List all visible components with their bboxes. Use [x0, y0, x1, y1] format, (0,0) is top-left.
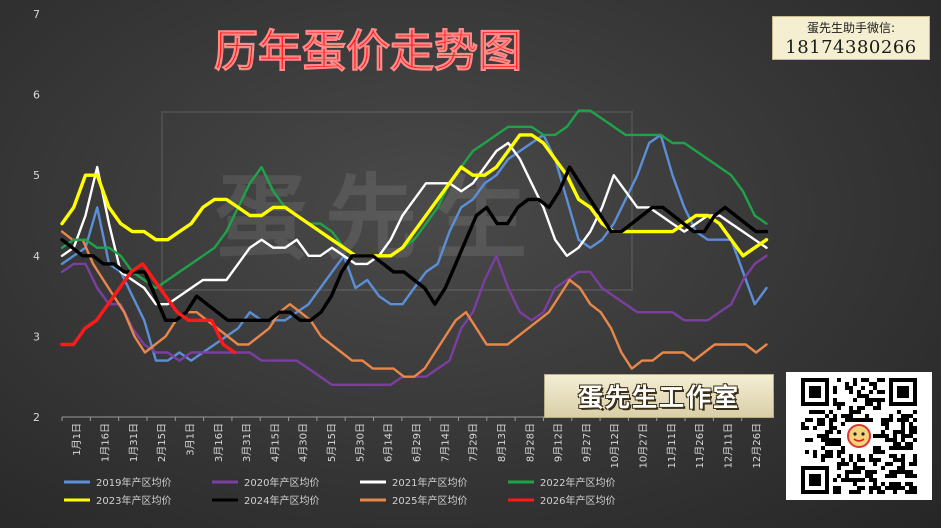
x-tick-label: 6月29日	[411, 423, 423, 462]
x-tick-label: 10月12日	[609, 423, 621, 468]
x-tick-label: 11月11日	[666, 423, 678, 468]
y-tick-label: 3	[33, 330, 40, 343]
legend-label: 2024年产区均价	[244, 494, 319, 507]
studio-name: 蛋先生工作室	[577, 383, 740, 412]
legend-label: 2025年产区均价	[392, 494, 467, 507]
x-tick-label: 7月14日	[439, 423, 451, 462]
legend-label: 2026年产区均价	[540, 494, 615, 507]
y-tick-label: 2	[33, 411, 40, 424]
x-tick-label: 5月30日	[354, 423, 366, 462]
legend-label: 2019年产区均价	[96, 476, 171, 489]
contact-box: 蛋先生助手微信: 18174380266	[772, 16, 930, 60]
series-line-2021年产区均价	[60, 141, 768, 306]
qr-code-icon	[786, 372, 932, 500]
contact-number: 18174380266	[785, 37, 917, 58]
series-line-2024年产区均价	[60, 165, 769, 322]
x-tick-label: 10月27日	[638, 423, 650, 468]
x-tick-label: 4月30日	[298, 423, 310, 462]
x-tick-label: 2月15日	[156, 423, 168, 462]
legend-label: 2021年产区均价	[392, 476, 467, 489]
y-tick-label: 5	[33, 169, 40, 182]
x-tick-label: 9月27日	[581, 423, 593, 462]
chart-title: 历年蛋价走势图	[214, 26, 522, 77]
x-tick-label: 3月1日	[184, 423, 196, 456]
legend-label: 2022年产区均价	[540, 476, 615, 489]
x-tick-label: 12月26日	[751, 423, 763, 468]
x-tick-label: 1月1日	[71, 423, 83, 456]
x-tick-label: 6月14日	[383, 423, 395, 462]
x-tick-label: 1月16日	[99, 423, 111, 462]
contact-label: 蛋先生助手微信:	[806, 21, 896, 35]
x-tick-label: 4月15日	[269, 423, 281, 462]
watermark-logo: 蛋先生	[161, 111, 633, 291]
y-tick-label: 6	[33, 89, 40, 102]
x-tick-label: 5月15日	[326, 423, 338, 462]
series-line-2019年产区均价	[60, 133, 768, 362]
series-line-2023年产区均价	[60, 133, 769, 258]
legend-label: 2023年产区均价	[96, 494, 171, 507]
legend-label: 2020年产区均价	[244, 476, 319, 489]
series-line-2022年产区均价	[60, 109, 768, 290]
series-line-2026年产区均价	[60, 262, 237, 355]
y-tick-label: 7	[33, 8, 40, 21]
studio-banner: 蛋先生工作室	[544, 374, 774, 418]
x-tick-label: 1月31日	[128, 423, 140, 462]
x-tick-label: 11月26日	[694, 423, 706, 468]
x-tick-label: 3月16日	[213, 423, 225, 462]
x-tick-label: 8月13日	[496, 423, 508, 462]
y-tick-label: 4	[33, 250, 40, 263]
x-tick-label: 8月28日	[524, 423, 536, 462]
x-tick-label: 9月12日	[553, 423, 565, 462]
x-tick-label: 7月29日	[468, 423, 480, 462]
x-tick-label: 3月31日	[241, 423, 253, 462]
x-tick-label: 12月11日	[723, 423, 735, 468]
